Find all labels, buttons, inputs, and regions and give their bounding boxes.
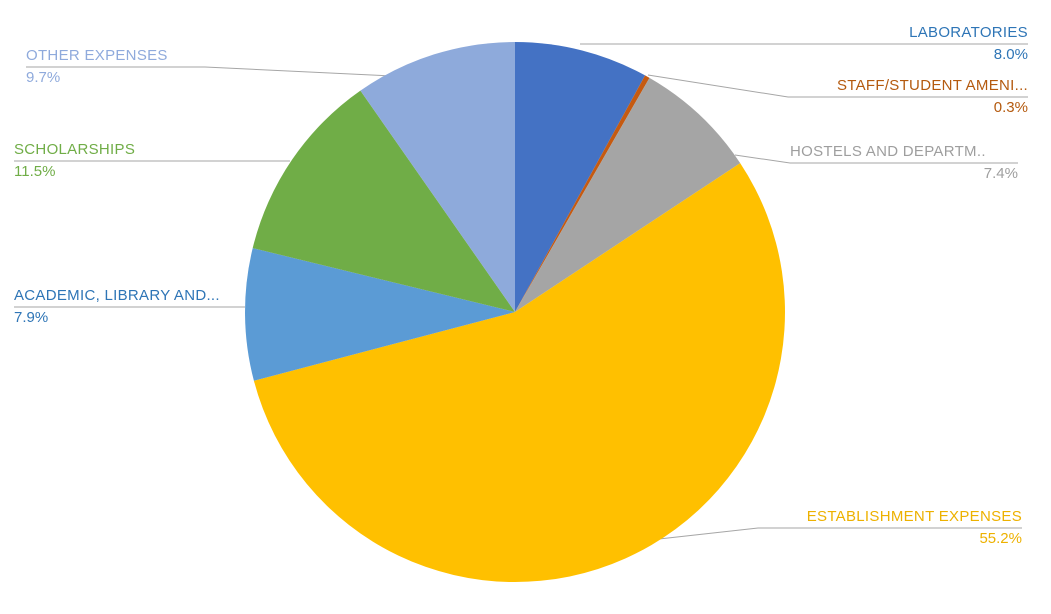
slice-label-name: HOSTELS AND DEPARTM.. [790, 143, 986, 160]
slice-label-percent: 9.7% [26, 69, 61, 86]
leader-line-6 [26, 66, 393, 77]
slice-label-scholarships: SCHOLARSHIPS 11.5% [14, 141, 135, 181]
slice-label-name: ACADEMIC, LIBRARY AND... [14, 287, 220, 304]
pie-slices [245, 41, 785, 583]
slice-label-percent: 7.9% [14, 309, 49, 326]
slice-label-establishment-expenses: ESTABLISHMENT EXPENSES 55.2% [807, 508, 1022, 548]
leader-line-2 [734, 154, 1018, 164]
slice-label-name: STAFF/STUDENT AMENI... [836, 77, 1028, 94]
slice-label-percent: 11.5% [14, 163, 56, 180]
pie-slice-3 [253, 163, 785, 583]
slice-label-other-expenses: OTHER EXPENSES 9.7% [26, 47, 168, 87]
pie-slice-1 [515, 75, 650, 313]
slice-label-percent: 55.2% [979, 530, 1022, 547]
pie-slice-6 [360, 41, 515, 312]
slice-label-name: LABORATORIES [909, 24, 1028, 41]
slice-label-percent: 8.0% [993, 46, 1028, 63]
pie-slice-5 [252, 90, 515, 312]
slice-label-name: SCHOLARSHIPS [14, 141, 136, 158]
leader-line-3 [649, 527, 1022, 541]
slice-label-staff-student-amenities: STAFF/STUDENT AMENI... 0.3% [837, 77, 1028, 117]
slice-label-laboratories: LABORATORIES 8.0% [909, 24, 1028, 64]
slice-label-percent: 0.3% [993, 99, 1028, 116]
slice-label-name: OTHER EXPENSES [26, 47, 168, 64]
slice-label-hostels-and-departments: HOSTELS AND DEPARTM.. 7.4% [790, 143, 1018, 183]
slice-label-percent: 7.4% [983, 165, 1018, 182]
leader-lines [14, 43, 1028, 541]
slice-label-name: ESTABLISHMENT EXPENSES [806, 508, 1022, 525]
pie-slice-4 [245, 248, 516, 381]
pie-slice-2 [515, 77, 741, 313]
pie-slice-0 [515, 41, 646, 312]
leader-line-1 [647, 74, 1028, 98]
slice-label-academic-library: ACADEMIC, LIBRARY AND... 7.9% [14, 287, 220, 327]
